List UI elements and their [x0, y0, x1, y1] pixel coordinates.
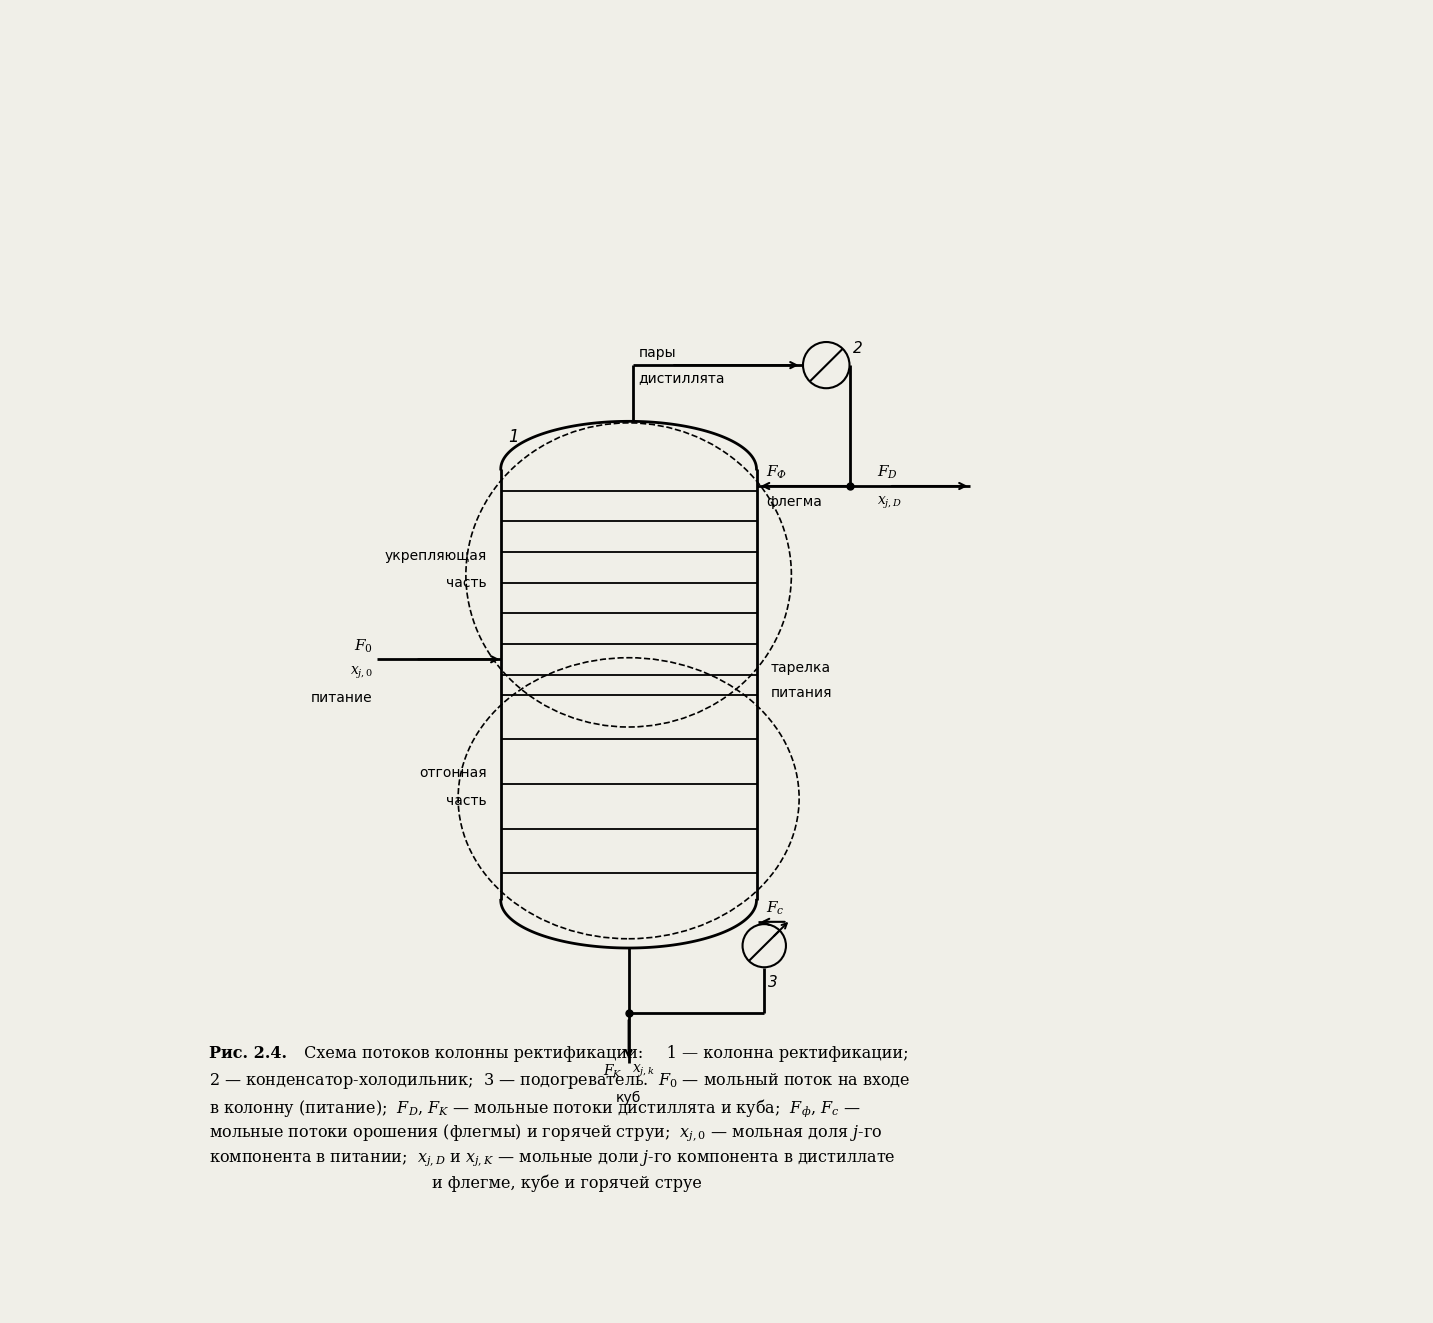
- Text: часть: часть: [446, 577, 487, 590]
- Text: мольные потоки орошения (флегмы) и горячей струи;  $x_{j,0}$ — мольная доля $j$-: мольные потоки орошения (флегмы) и горяч…: [209, 1122, 881, 1143]
- Text: питание: питание: [311, 692, 373, 705]
- Text: 2: 2: [854, 341, 863, 356]
- Text: $x_{j,D}$: $x_{j,D}$: [877, 495, 903, 511]
- Text: 2 — конденсатор-холодильник;  3 — подогреватель.  $F_0$ — мольный поток на входе: 2 — конденсатор-холодильник; 3 — подогре…: [209, 1070, 910, 1091]
- Text: тарелка: тарелка: [771, 662, 831, 676]
- Text: $F_c$: $F_c$: [765, 900, 784, 917]
- Text: дистиллята: дистиллята: [639, 372, 725, 385]
- Text: укрепляющая: укрепляющая: [384, 549, 487, 562]
- Text: $x_{j,0}$: $x_{j,0}$: [350, 664, 373, 681]
- Text: в колонну (питание);  $F_D$, $F_K$ — мольные потоки дистиллята и куба;  $F_ф$, $: в колонну (питание); $F_D$, $F_K$ — моль…: [209, 1097, 860, 1118]
- Text: Схема потоков колонны ректификации:    1 — колонна ректификации;: Схема потоков колонны ректификации: 1 — …: [299, 1045, 909, 1062]
- Text: $x_{j,k}$: $x_{j,k}$: [632, 1062, 656, 1080]
- Text: $F_K$: $F_K$: [603, 1062, 622, 1080]
- Text: 3: 3: [768, 975, 778, 990]
- Text: пары: пары: [639, 347, 676, 360]
- Text: $F_{Ф}$: $F_{Ф}$: [765, 464, 787, 482]
- Text: 1: 1: [509, 427, 519, 446]
- Text: отгонная: отгонная: [420, 766, 487, 779]
- Text: часть: часть: [446, 794, 487, 807]
- Text: питания: питания: [771, 687, 833, 700]
- Text: компонента в питании;  $x_{j,D}$ и $x_{j,K}$ — мольные доли $j$-го компонента в : компонента в питании; $x_{j,D}$ и $x_{j,…: [209, 1148, 896, 1168]
- Text: $F_D$: $F_D$: [877, 463, 898, 480]
- Text: флегма: флегма: [765, 495, 821, 509]
- Text: куб: куб: [616, 1090, 642, 1105]
- Text: $F_0$: $F_0$: [354, 638, 373, 655]
- Text: и флегме, кубе и горячей струе: и флегме, кубе и горячей струе: [431, 1174, 702, 1192]
- Text: Рис. 2.4.: Рис. 2.4.: [209, 1045, 287, 1062]
